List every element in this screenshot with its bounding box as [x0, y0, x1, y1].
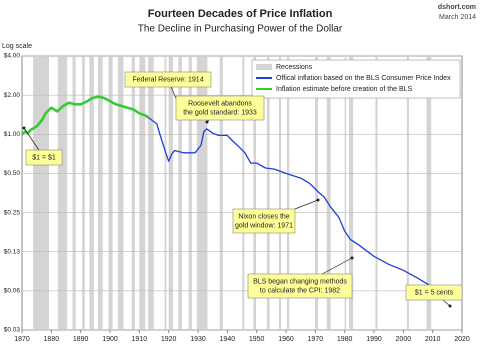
x-tick-label: 1990: [366, 336, 382, 343]
x-tick-label: 2010: [425, 336, 441, 343]
annotation-text: $1 = $1: [32, 154, 56, 161]
recession-band: [344, 56, 347, 330]
legend-box: [251, 59, 461, 99]
series-line: [21, 95, 149, 136]
annotation-box: [405, 284, 463, 301]
recession-band: [375, 56, 378, 330]
recession-band: [178, 56, 182, 330]
recession-band: [168, 56, 174, 330]
legend-label: Offical inflation based on the BLS Consu…: [276, 75, 451, 82]
annotation-point: [448, 304, 452, 308]
y-tick-label: $0.06: [4, 288, 21, 295]
recession-band: [148, 56, 154, 330]
y-tick-label: $0.03: [4, 327, 21, 334]
recession-band: [326, 56, 331, 330]
x-tick-label: 1970: [308, 336, 324, 343]
x-tick-label: 1920: [161, 336, 177, 343]
chart-subtitle: The Decline in Purchasing Power of the D…: [138, 24, 343, 35]
y-tick-label: $0.50: [4, 170, 21, 177]
annotation-point: [22, 126, 26, 130]
recession-band: [219, 56, 223, 330]
x-tick-label: 1870: [14, 336, 30, 343]
recession-band: [253, 56, 257, 330]
x-tick-label: 1910: [132, 336, 148, 343]
recession-band: [117, 56, 124, 330]
recession-band: [349, 56, 354, 330]
x-tick-label: 2000: [396, 336, 412, 343]
recession-band: [266, 56, 270, 330]
x-tick-label: 1890: [73, 336, 89, 343]
annotation-text: Roosevelt abandons: [188, 100, 252, 107]
annotation-text: the gold standard: 1933: [183, 109, 257, 116]
date: March 2014: [439, 14, 476, 21]
x-tick-label: 1960: [278, 336, 294, 343]
recession-band: [315, 56, 318, 330]
recession-band: [286, 56, 290, 330]
legend-label: Recessions: [276, 64, 313, 71]
annotation-box: [25, 149, 63, 166]
annotation-text: Nixon closes the: [238, 213, 289, 220]
recession-band: [57, 56, 68, 330]
recession-band: [188, 56, 192, 330]
annotation-text: gold window: 1971: [235, 222, 293, 229]
legend-swatch: [256, 64, 272, 70]
y-tick-label: $2.00: [4, 92, 21, 99]
x-tick-label: 2020: [454, 336, 470, 343]
y-tick-label: $0.13: [4, 248, 21, 255]
annotation-box: [247, 273, 353, 299]
y-tick-label: $0.25: [4, 209, 21, 216]
annotation-box: [124, 71, 212, 88]
y-tick-label: $1.00: [4, 131, 21, 138]
recession-band: [131, 56, 135, 330]
legend-label: Inflation estimate before creation of th…: [276, 86, 413, 93]
recession-band: [426, 56, 432, 330]
recession-band: [82, 56, 85, 330]
recession-band: [196, 56, 208, 330]
annotation-text: Federal Reserve: 1914: [132, 76, 203, 83]
annotation-box: [232, 208, 296, 234]
recession-band: [139, 56, 146, 330]
annotation-text: $1 = 5 cents: [415, 289, 454, 296]
recession-band: [278, 56, 282, 330]
annotation-text: to calculate the CPI: 1982: [260, 287, 340, 294]
recession-band: [97, 56, 103, 330]
x-tick-label: 1880: [44, 336, 60, 343]
annotation-point: [316, 198, 320, 202]
y-axis-label: Log scale: [2, 43, 32, 50]
recession-band: [72, 56, 76, 330]
annotation-point: [350, 256, 354, 260]
x-tick-label: 1980: [337, 336, 353, 343]
y-tick-label: $4.00: [4, 53, 21, 60]
recession-band: [406, 56, 409, 330]
chart-title: Fourteen Decades of Price Inflation: [148, 8, 333, 20]
source: dshort.com: [438, 4, 476, 11]
series-line: [147, 116, 445, 299]
recession-band: [89, 56, 94, 330]
recession-band: [108, 56, 113, 330]
x-tick-label: 1940: [220, 336, 236, 343]
recession-band: [33, 56, 49, 330]
x-tick-label: 1930: [190, 336, 206, 343]
annotation-box: [175, 95, 265, 121]
x-tick-label: 1900: [102, 336, 118, 343]
annotation-point: [205, 120, 209, 124]
recession-band: [242, 56, 245, 330]
annotation-text: BLS began changing methods: [253, 278, 347, 285]
x-tick-label: 1950: [249, 336, 265, 343]
recession-band: [164, 56, 167, 330]
